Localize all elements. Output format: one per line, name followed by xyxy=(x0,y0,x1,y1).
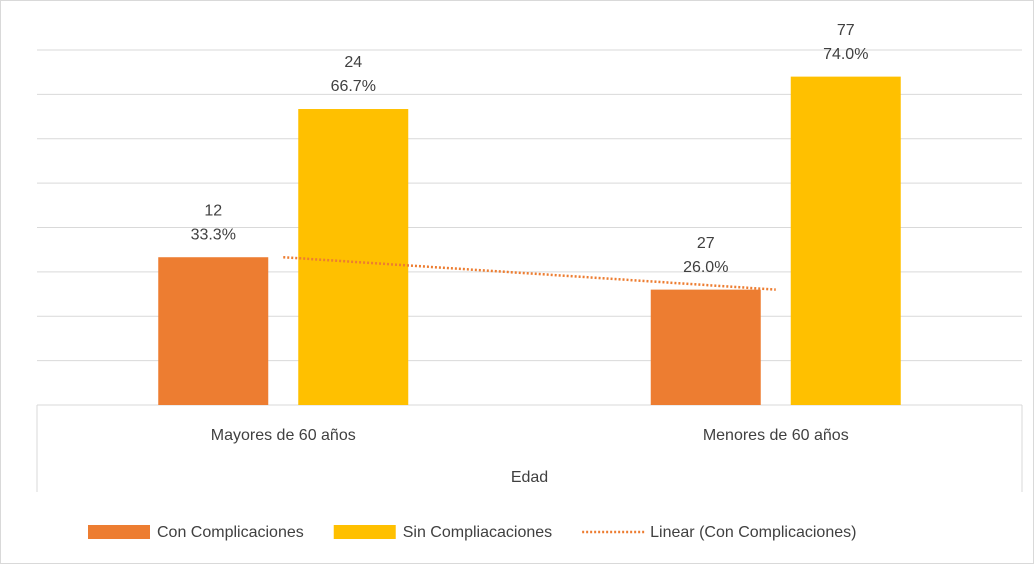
bar xyxy=(158,257,269,405)
x-tick-label: Menores de 60 años xyxy=(703,427,849,444)
legend-label: Con Complicaciones xyxy=(157,524,304,541)
legend-label: Linear (Con Complicaciones) xyxy=(650,524,856,541)
bar xyxy=(790,76,901,405)
bar xyxy=(650,289,761,405)
data-label-count: 77 xyxy=(837,22,855,39)
data-label: 26.0% xyxy=(683,259,728,276)
x-axis-title: Edad xyxy=(511,469,548,486)
data-label-count: 12 xyxy=(204,202,222,219)
data-label-count: 24 xyxy=(344,54,362,71)
data-label: 66.7% xyxy=(331,78,376,95)
data-label-count: 27 xyxy=(697,235,715,252)
bar xyxy=(298,109,409,406)
x-tick-label: Mayores de 60 años xyxy=(211,427,356,444)
legend-label: Sin Compliacaciones xyxy=(403,524,552,541)
legend-swatch xyxy=(333,525,396,539)
legend-swatch xyxy=(88,525,150,539)
data-label: 33.3% xyxy=(191,226,236,243)
data-label: 74.0% xyxy=(823,46,868,63)
